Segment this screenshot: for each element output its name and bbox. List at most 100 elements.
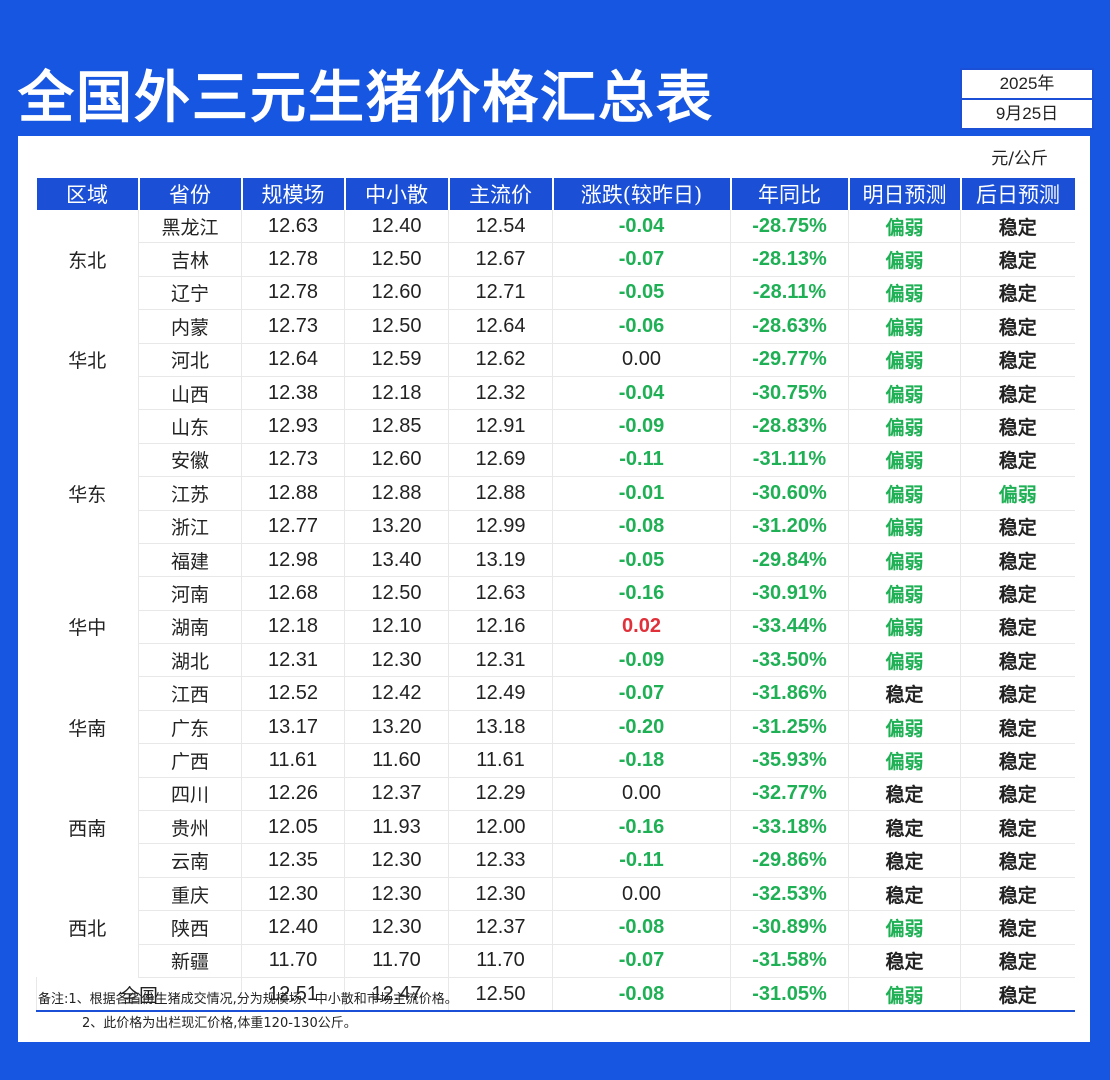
small-farm-price: 12.50: [344, 576, 449, 611]
province-cell: 福建: [138, 543, 242, 578]
table-row: 福建 12.98 13.40 13.19 -0.05 -29.84% 偏弱 稳定: [37, 543, 1075, 578]
yoy-cell: -29.84%: [730, 543, 849, 578]
tomorrow-forecast: 稳定: [848, 777, 961, 812]
tomorrow-forecast: 稳定: [848, 810, 961, 845]
main-price: 12.49: [448, 676, 553, 711]
tomorrow-forecast: 偏弱: [848, 743, 961, 778]
change-cell: -0.18: [552, 743, 731, 778]
tomorrow-forecast: 偏弱: [848, 610, 961, 645]
day-after-forecast: 稳定: [960, 910, 1075, 945]
change-cell: -0.07: [552, 944, 731, 978]
province-cell: 江苏: [138, 476, 242, 511]
tomorrow-forecast: 偏弱: [848, 376, 961, 411]
large-farm-price: 12.18: [241, 610, 345, 645]
unit-label: 元/公斤: [991, 149, 1048, 169]
tomorrow-forecast: 偏弱: [848, 409, 961, 444]
large-farm-price: 12.68: [241, 576, 345, 611]
main-price: 12.88: [448, 476, 553, 511]
total-label: 全国: [36, 977, 242, 1013]
table-row: 东北 黑龙江 12.63 12.40 12.54 -0.04 -28.75% 偏弱 稳定: [37, 210, 1075, 272]
large-farm-price: 13.17: [241, 710, 345, 745]
yoy-cell: -32.53%: [730, 877, 849, 912]
large-farm-price: 12.38: [241, 376, 345, 411]
tomorrow-forecast: 偏弱: [848, 576, 961, 611]
change-cell: -0.20: [552, 710, 731, 745]
tomorrow-forecast: 稳定: [848, 676, 961, 711]
day-after-forecast: 稳定: [960, 376, 1075, 411]
yoy-cell: -32.77%: [730, 777, 849, 812]
small-farm-price: 13.20: [344, 510, 449, 544]
main-price: 13.18: [448, 710, 553, 745]
main-price: 12.37: [448, 910, 553, 945]
column-header: 中小散: [343, 178, 449, 210]
table-row: 浙江 12.77 13.20 12.99 -0.08 -31.20% 偏弱 稳定: [37, 510, 1075, 544]
province-cell: 辽宁: [138, 276, 242, 311]
table-row: 贵州 12.05 11.93 12.00 -0.16 -33.18% 稳定 稳定: [37, 810, 1075, 845]
column-header: 明日预测: [847, 178, 961, 210]
main-price: 12.67: [448, 242, 553, 277]
change-cell: -0.08: [552, 910, 731, 945]
large-farm-price: 12.63: [241, 210, 345, 244]
province-cell: 河北: [138, 343, 242, 377]
yoy-cell: -31.25%: [730, 710, 849, 745]
note-2: 2、此价格为出栏现汇价格,体重120-130公斤。: [82, 1016, 357, 1031]
table-row: 广西 11.61 11.60 11.61 -0.18 -35.93% 偏弱 稳定: [37, 743, 1075, 778]
day-after-forecast: 稳定: [960, 409, 1075, 444]
change-cell: -0.05: [552, 276, 731, 311]
large-farm-price: 12.26: [241, 777, 345, 812]
day-after-forecast: 稳定: [960, 576, 1075, 611]
region-cell: 华南: [68, 717, 107, 740]
tomorrow-forecast: 偏弱: [848, 343, 961, 377]
main-price: 12.62: [448, 343, 553, 377]
change-cell: -0.11: [552, 843, 731, 878]
day-after-forecast: 稳定: [960, 510, 1075, 544]
column-header: 年同比: [729, 178, 849, 210]
province-cell: 山西: [138, 376, 242, 411]
change-cell: -0.11: [552, 443, 731, 478]
province-cell: 江西: [138, 676, 242, 711]
province-cell: 陕西: [138, 910, 242, 945]
small-farm-price: 12.60: [344, 276, 449, 311]
day-after-forecast: 稳定: [960, 309, 1075, 344]
change-cell: -0.05: [552, 543, 731, 578]
tomorrow-forecast: 偏弱: [848, 210, 961, 244]
day-after-forecast: 稳定: [960, 610, 1075, 645]
tomorrow-forecast: 偏弱: [848, 710, 961, 745]
tomorrow-forecast: 偏弱: [848, 276, 961, 311]
column-header: 主流价: [447, 178, 553, 210]
region-cell: 东北: [68, 250, 107, 273]
tomorrow-forecast: 稳定: [848, 843, 961, 878]
small-farm-price: 11.93: [344, 810, 449, 845]
date-year: 2025年: [962, 70, 1092, 100]
tomorrow-forecast: 偏弱: [848, 977, 961, 1013]
small-farm-price: 12.60: [344, 443, 449, 478]
yoy-cell: -30.60%: [730, 476, 849, 511]
table-row: 湖南 12.18 12.10 12.16 0.02 -33.44% 偏弱 稳定: [37, 610, 1075, 645]
small-farm-price: 13.40: [344, 543, 449, 578]
column-header: 规模场: [240, 178, 345, 210]
table-row: 广东 13.17 13.20 13.18 -0.20 -31.25% 偏弱 稳定: [37, 710, 1075, 745]
large-farm-price: 12.73: [241, 443, 345, 478]
day-after-forecast: 稳定: [960, 877, 1075, 912]
day-after-forecast: 稳定: [960, 777, 1075, 812]
day-after-forecast: 稳定: [960, 242, 1075, 277]
day-after-forecast: 稳定: [960, 710, 1075, 745]
change-cell: -0.04: [552, 376, 731, 411]
province-cell: 广东: [138, 710, 242, 745]
yoy-cell: -30.75%: [730, 376, 849, 411]
province-cell: 山东: [138, 409, 242, 444]
province-cell: 云南: [138, 843, 242, 878]
tomorrow-forecast: 偏弱: [848, 543, 961, 578]
table-row: 湖北 12.31 12.30 12.31 -0.09 -33.50% 偏弱 稳定: [37, 643, 1075, 678]
header: 全国外三元生猪价格汇总表 2025年 9月25日: [18, 58, 1098, 138]
yoy-cell: -28.11%: [730, 276, 849, 311]
small-farm-price: 11.70: [344, 944, 449, 978]
day-after-forecast: 偏弱: [960, 476, 1075, 511]
main-price: 12.16: [448, 610, 553, 645]
change-cell: -0.09: [552, 643, 731, 678]
main-price: 12.64: [448, 309, 553, 344]
table-row: 河北 12.64 12.59 12.62 0.00 -29.77% 偏弱 稳定: [37, 343, 1075, 377]
large-farm-price: 12.78: [241, 276, 345, 311]
change-cell: -0.07: [552, 242, 731, 277]
